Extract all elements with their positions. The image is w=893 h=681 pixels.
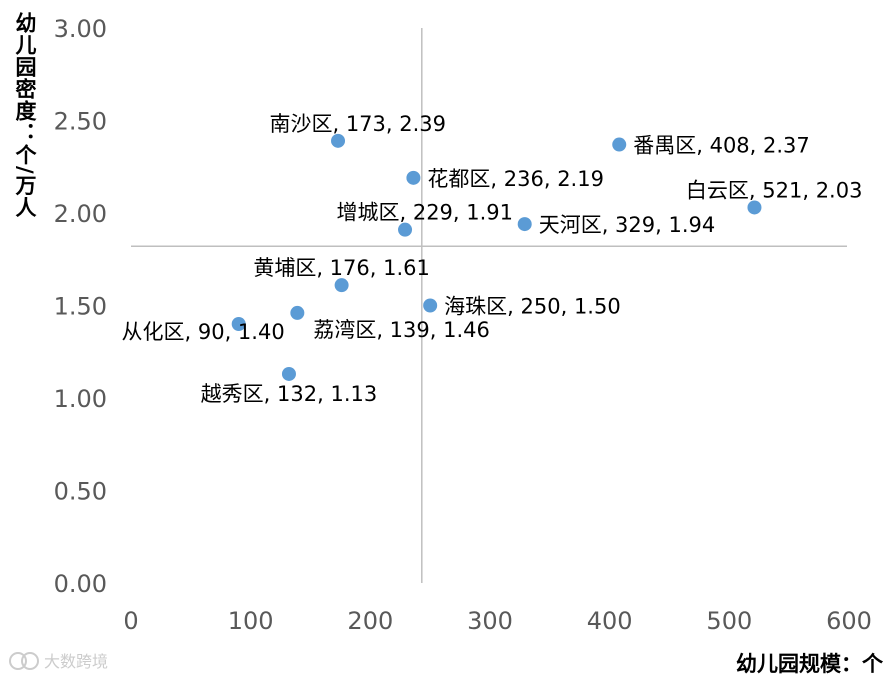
data-point <box>290 305 305 320</box>
watermark-logo-icon <box>9 652 39 670</box>
data-point <box>423 298 438 313</box>
y-tick-label: 1.50 <box>54 293 107 321</box>
y-tick-label: 3.00 <box>54 15 107 43</box>
x-tick-label: 300 <box>467 607 513 635</box>
data-point <box>517 217 532 232</box>
x-tick-label: 200 <box>347 607 393 635</box>
data-point <box>334 278 349 293</box>
data-label: 荔湾区, 139, 1.46 <box>313 318 490 342</box>
data-label: 花都区, 236, 2.19 <box>427 167 604 191</box>
data-label: 越秀区, 132, 1.13 <box>201 382 378 406</box>
data-label: 番禺区, 408, 2.37 <box>633 134 810 158</box>
x-axis-title: 幼儿园规模：个 <box>736 652 884 676</box>
data-label: 天河区, 329, 1.94 <box>539 213 716 237</box>
x-tick-label: 500 <box>706 607 752 635</box>
x-tick-label: 600 <box>826 607 872 635</box>
data-label: 南沙区, 173, 2.39 <box>269 112 446 136</box>
data-label: 海珠区, 250, 1.50 <box>444 295 621 319</box>
data-label: 白云区, 521, 2.03 <box>686 178 863 202</box>
data-point <box>331 133 346 148</box>
watermark: 大数跨境 <box>9 652 108 671</box>
data-point <box>747 200 762 215</box>
data-labels: 南沙区, 173, 2.39 番禺区, 408, 2.37 花都区, 236, 2.… <box>122 112 863 406</box>
data-label: 增城区, 229, 1.91 <box>336 201 513 225</box>
data-label: 从化区, 90, 1.40 <box>122 320 285 344</box>
watermark-text: 大数跨境 <box>44 652 108 671</box>
x-tick-label: 0 <box>123 607 138 635</box>
x-tick-label: 400 <box>587 607 633 635</box>
data-point <box>398 222 413 237</box>
x-tick-label: 100 <box>228 607 274 635</box>
data-label: 黄埔区, 176, 1.61 <box>253 256 430 280</box>
y-axis-title: 幼儿园密度：个/万人 <box>13 11 38 218</box>
data-point <box>406 170 421 185</box>
data-point <box>612 137 627 152</box>
data-point <box>231 317 246 331</box>
y-tick-label: 2.00 <box>54 200 107 228</box>
x-axis-ticks: 0 100 200 300 400 500 600 <box>123 607 872 635</box>
y-tick-label: 0.00 <box>54 570 107 598</box>
y-tick-label: 1.00 <box>54 385 107 413</box>
data-points <box>231 133 762 381</box>
y-tick-label: 0.50 <box>54 478 107 506</box>
y-tick-label: 2.50 <box>54 108 107 136</box>
y-axis-ticks: 0.00 0.50 1.00 1.50 2.00 2.50 3.00 <box>54 15 107 598</box>
data-point <box>281 366 296 381</box>
